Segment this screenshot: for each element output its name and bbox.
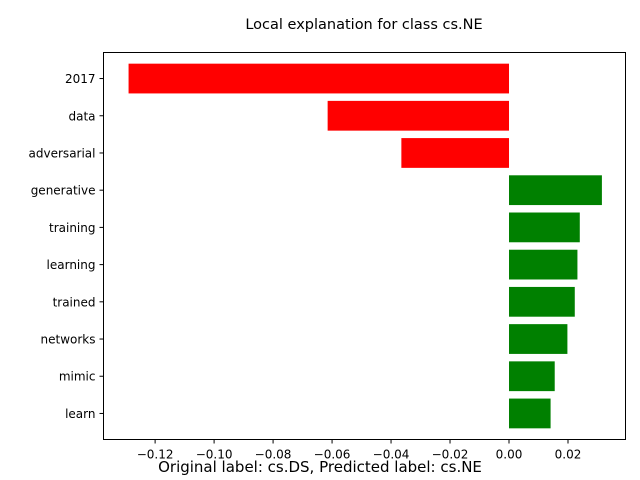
prediction-caption: Original label: cs.DS, Predicted label: … [158,458,482,476]
chart-title: Local explanation for class cs.NE [245,17,482,33]
bar-data [327,100,510,131]
y-tick-label: adversarial [29,146,96,160]
y-tick-label: training [49,221,96,235]
bar-training [509,212,580,243]
bar-2017 [128,63,510,94]
x-tick-label: −0.10 [196,448,233,462]
x-tick-label: −0.12 [137,448,174,462]
bar-adversarial [401,138,510,168]
y-axis: 2017 data adversarial generative training lea… [29,72,104,421]
axes-frame [103,52,626,440]
y-tick-label: learn [65,407,95,421]
y-tick-label: networks [41,333,96,347]
y-tick-label: mimic [59,370,96,384]
bar-generative [509,175,602,206]
x-axis: −0.12 −0.10 −0.08 −0.06 −0.04 −0.02 0.00 0.02 [137,439,582,462]
bar-networks [509,324,568,354]
bar-learning [509,249,578,280]
y-tick-label: data [68,109,95,123]
bar-learn [509,398,551,429]
y-tick-label: trained [53,295,96,309]
bars-group [128,63,602,429]
y-tick-label: 2017 [65,72,96,86]
bar-mimic [509,361,555,392]
x-tick-label: −0.08 [255,448,292,462]
x-tick-label: 0.00 [496,448,523,462]
x-tick-label: 0.02 [555,448,582,462]
x-tick-label: −0.06 [314,448,351,462]
x-tick-label: −0.04 [373,448,410,462]
x-tick-label: −0.02 [432,448,469,462]
y-tick-label: generative [31,184,96,198]
bar-trained [509,286,575,317]
y-tick-label: learning [47,258,96,272]
